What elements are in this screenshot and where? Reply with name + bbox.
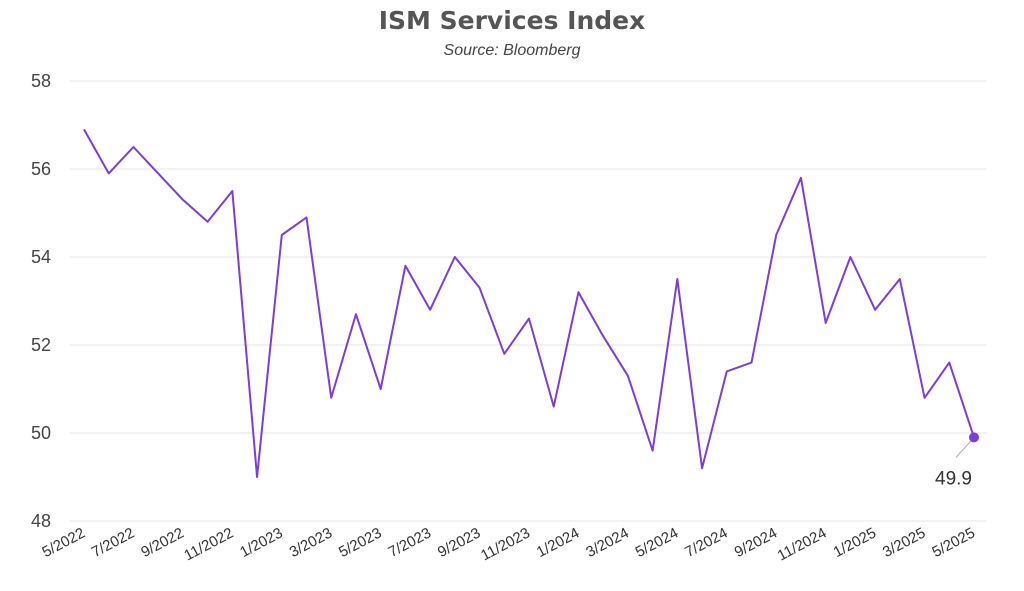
x-tick-label: 9/2024 (732, 525, 781, 562)
x-tick-label: 9/2022 (138, 525, 187, 562)
chart-subtitle: Source: Bloomberg (443, 42, 581, 59)
y-tick-label: 52 (31, 335, 51, 355)
x-tick-label: 7/2022 (89, 525, 138, 562)
series-line (83, 128, 975, 478)
x-tick-label: 5/2024 (633, 525, 682, 562)
x-tick-label: 1/2024 (534, 525, 583, 562)
x-tick-label: 3/2024 (583, 525, 632, 562)
gridlines (70, 80, 986, 522)
x-tick-label: 11/2022 (181, 525, 236, 565)
y-tick-label: 58 (31, 71, 51, 91)
last-point-marker (969, 432, 979, 443)
x-tick-label: 1/2025 (830, 525, 879, 562)
last-value-label: 49.9 (935, 468, 972, 489)
x-tick-label: 7/2023 (385, 525, 434, 562)
x-tick-label: 5/2023 (336, 525, 385, 562)
x-tick-label: 7/2024 (682, 525, 731, 562)
y-tick-label: 48 (31, 511, 51, 531)
x-tick-label: 3/2025 (880, 525, 929, 562)
y-tick-label: 56 (31, 159, 51, 179)
x-tick-label: 11/2023 (478, 525, 533, 565)
y-tick-label: 50 (31, 423, 51, 443)
y-tick-label: 54 (31, 247, 51, 267)
x-tick-label: 9/2023 (435, 525, 484, 562)
y-axis-ticks: 48 50 52 54 56 58 (31, 71, 51, 531)
x-tick-label: 1/2023 (237, 525, 286, 562)
x-tick-label: 5/2025 (929, 525, 978, 562)
chart-title: ISM Services Index (378, 6, 646, 35)
x-tick-label: 3/2023 (287, 525, 336, 562)
x-tick-label: 11/2024 (775, 525, 830, 565)
